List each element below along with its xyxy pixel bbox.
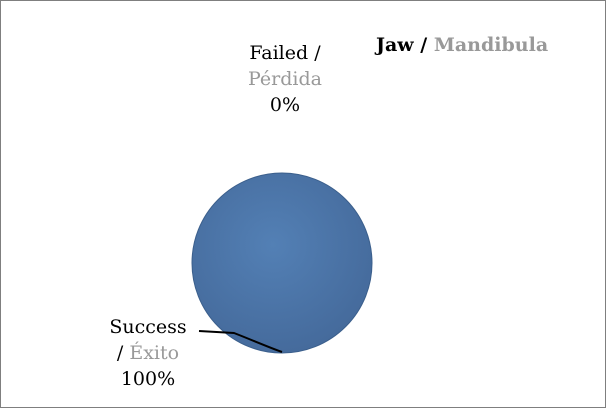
data-label-success: Success / Éxito 100% [88, 314, 208, 392]
data-label-failed: Failed / Pérdida 0% [220, 40, 350, 118]
data-label-success-secondary: Éxito [129, 342, 180, 364]
leader-line-success [198, 330, 283, 353]
data-label-failed-primary: Failed / [249, 42, 321, 64]
data-label-failed-secondary: Pérdida [248, 68, 322, 90]
data-label-success-prefix: / [116, 342, 130, 364]
chart-title: Jaw / Mandibula [376, 34, 548, 56]
chart-title-secondary: Mandibula [433, 34, 549, 56]
chart-title-primary: Jaw [376, 34, 414, 56]
pie-slice-success [191, 172, 373, 354]
data-label-failed-percent: 0% [269, 94, 301, 116]
chart-title-separator: / [413, 34, 434, 56]
data-label-success-primary: Success [109, 316, 187, 338]
data-label-success-secondary-line: / Éxito [88, 340, 208, 366]
data-label-success-percent: 100% [120, 368, 176, 390]
